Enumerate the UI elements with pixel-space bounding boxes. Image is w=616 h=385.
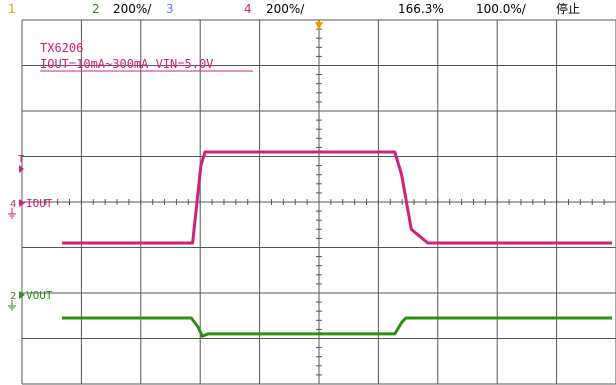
ch2-name: VOUT (26, 289, 53, 302)
ch2-marker[interactable]: 2 VOUT (8, 289, 53, 311)
status-bar: 1 2 200%/ 3 4 200%/ 166.3% 100.0%/ 停止 (0, 0, 616, 20)
ch2-arrow-icon (19, 291, 25, 299)
ch4-name: IOUT (26, 197, 53, 210)
trigger-readout: 100.0%/ (476, 2, 526, 16)
ch3-number: 3 (166, 2, 174, 16)
annotation-line1: TX6206 (40, 41, 83, 55)
ch1-number: 1 (8, 2, 16, 16)
ch4-scale: 200%/ (266, 2, 305, 16)
trigger-arrow-icon[interactable] (19, 165, 24, 173)
ch4-marker-number: 4 (10, 199, 16, 210)
annotation-line2: IOUT=10mA~300mA VIN=5.0V (40, 57, 213, 71)
ch2-scale: 200%/ (113, 2, 152, 16)
timebase-readout: 166.3% (398, 2, 444, 16)
run-state[interactable]: 停止 (556, 2, 581, 16)
waveform-traces (62, 150, 612, 338)
ch3-label[interactable]: 3 (166, 2, 174, 16)
ch4-number: 4 (244, 2, 252, 16)
ch2-label[interactable]: 2 (92, 2, 100, 16)
trace-iout (62, 150, 612, 245)
ch4-marker[interactable]: 4 IOUT (8, 197, 53, 219)
grid (21, 19, 616, 385)
trace-vout (62, 316, 612, 338)
ground-symbol-icon (8, 300, 16, 311)
ground-symbol-icon (8, 208, 16, 219)
ch4-arrow-icon (19, 199, 25, 207)
ch1-label[interactable]: 1 (8, 2, 16, 16)
ch2-number: 2 (92, 2, 100, 16)
ch4-label[interactable]: 4 (244, 2, 252, 16)
trigger-marker: T (17, 154, 25, 165)
ch2-marker-number: 2 (10, 291, 16, 302)
trigger-position-icon[interactable] (315, 22, 323, 30)
